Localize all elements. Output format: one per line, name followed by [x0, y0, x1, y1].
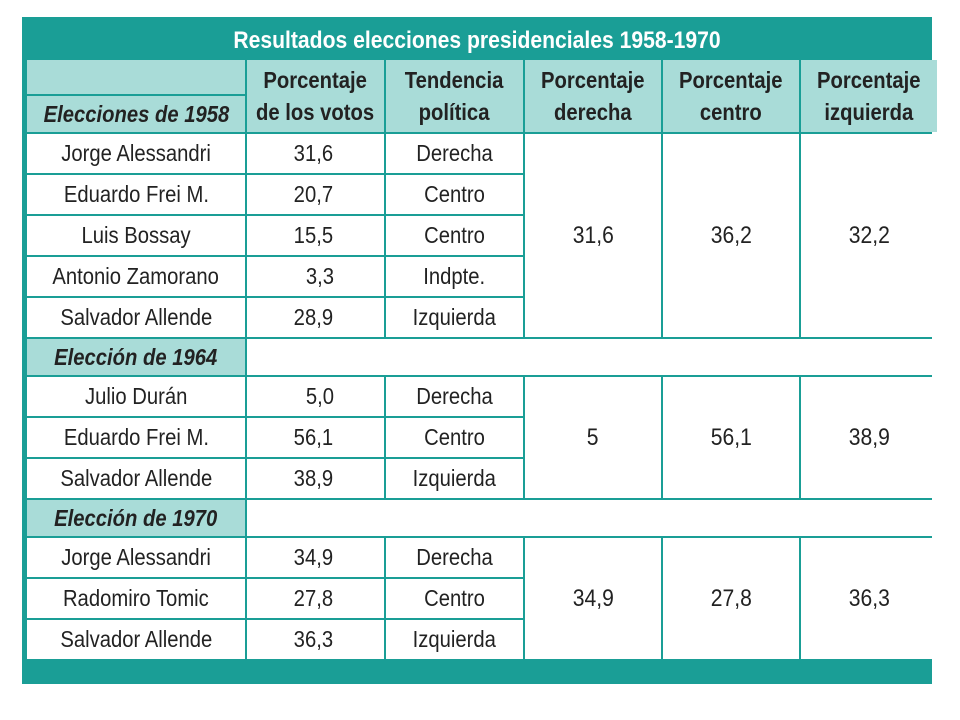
- candidate-pct: 20,7: [247, 175, 384, 214]
- pct-left-1970: 36,3: [801, 538, 937, 659]
- candidate-name: Luis Bossay: [27, 216, 245, 255]
- candidate-name: Julio Durán: [27, 377, 245, 416]
- table-row: Jorge Alessandri 34,9 Derecha 34,9 27,8 …: [27, 538, 937, 659]
- table-row: Salvador Allende 38,9 Izquierda: [27, 459, 937, 498]
- candidate-trend: Centro: [386, 418, 523, 457]
- candidate-pct: 36,3: [247, 620, 384, 659]
- header-row-top: Porcentaje de los votos Tendencia política…: [27, 60, 937, 132]
- candidate-pct: 27,8: [247, 579, 384, 618]
- candidate-pct: 28,9: [247, 298, 384, 337]
- header-left: Porcentaje izquierda: [801, 60, 937, 132]
- section-spacer: [247, 339, 937, 375]
- pct-center-1958: 36,2: [663, 134, 799, 337]
- candidate-trend: Izquierda: [386, 459, 523, 498]
- candidate-pct: 31,6: [247, 134, 384, 173]
- candidate-trend: Izquierda: [386, 298, 523, 337]
- candidate-name: Radomiro Tomic: [27, 579, 245, 618]
- candidate-trend: Derecha: [386, 538, 523, 577]
- candidate-name: Eduardo Frei M.: [27, 418, 245, 457]
- candidate-name: Salvador Allende: [27, 620, 245, 659]
- table-row: Salvador Allende 36,3 Izquierda: [27, 620, 937, 659]
- candidate-name: Jorge Alessandri: [27, 538, 245, 577]
- header-center: Porcentaje centro: [663, 60, 799, 132]
- candidate-trend: Centro: [386, 175, 523, 214]
- candidate-trend: Derecha: [386, 377, 523, 416]
- table-title: Resultados elecciones presidenciales 195…: [233, 27, 721, 54]
- header-corner: [27, 60, 245, 94]
- candidate-name: Antonio Zamorano: [27, 257, 245, 296]
- header-trend: Tendencia política: [386, 60, 523, 132]
- section-label-1958: Elecciones de 1958: [27, 96, 245, 132]
- candidate-name: Salvador Allende: [27, 459, 245, 498]
- pct-right-1964: 5: [525, 377, 661, 498]
- section-row-1970: Elección de 1970: [27, 500, 937, 536]
- results-table: Porcentaje de los votos Tendencia política…: [25, 58, 939, 661]
- header-votes: Porcentaje de los votos: [247, 60, 384, 132]
- candidate-trend: Centro: [386, 579, 523, 618]
- candidate-name: Salvador Allende: [27, 298, 245, 337]
- candidate-pct: 3,3: [247, 257, 384, 296]
- candidate-trend: Indpte.: [386, 257, 523, 296]
- candidate-trend: Izquierda: [386, 620, 523, 659]
- section-row-1964: Elección de 1964: [27, 339, 937, 375]
- pct-right-1970: 34,9: [525, 538, 661, 659]
- table-row: Salvador Allende 28,9 Izquierda: [27, 298, 937, 337]
- pct-right-1958: 31,6: [525, 134, 661, 337]
- table-row: Radomiro Tomic 27,8 Centro: [27, 579, 937, 618]
- candidate-pct: 38,9: [247, 459, 384, 498]
- pct-center-1970: 27,8: [663, 538, 799, 659]
- candidate-pct: 15,5: [247, 216, 384, 255]
- pct-center-1964: 56,1: [663, 377, 799, 498]
- candidate-pct: 34,9: [247, 538, 384, 577]
- results-table-frame: Resultados elecciones presidenciales 195…: [22, 17, 937, 684]
- section-spacer: [247, 500, 937, 536]
- candidate-trend: Centro: [386, 216, 523, 255]
- candidate-pct: 56,1: [247, 418, 384, 457]
- table-row: Antonio Zamorano 3,3 Indpte.: [27, 257, 937, 296]
- table-row: Eduardo Frei M. 20,7 Centro: [27, 175, 937, 214]
- section-label-1970: Elección de 1970: [27, 500, 245, 536]
- table-row: Jorge Alessandri 31,6 Derecha 31,6 36,2 …: [27, 134, 937, 337]
- table-row: Luis Bossay 15,5 Centro: [27, 216, 937, 255]
- header-right: Porcentaje derecha: [525, 60, 661, 132]
- pct-left-1964: 38,9: [801, 377, 937, 498]
- candidate-name: Eduardo Frei M.: [27, 175, 245, 214]
- table-row: Julio Durán 5,0 Derecha 5 56,1 38,9: [27, 377, 937, 498]
- table-row: Eduardo Frei M. 56,1 Centro: [27, 418, 937, 457]
- candidate-name: Jorge Alessandri: [27, 134, 245, 173]
- candidate-pct: 5,0: [247, 377, 384, 416]
- header-row-bottom: Elecciones de 1958: [27, 96, 937, 132]
- pct-left-1958: 32,2: [801, 134, 937, 337]
- candidate-trend: Derecha: [386, 134, 523, 173]
- section-label-1964: Elección de 1964: [27, 339, 245, 375]
